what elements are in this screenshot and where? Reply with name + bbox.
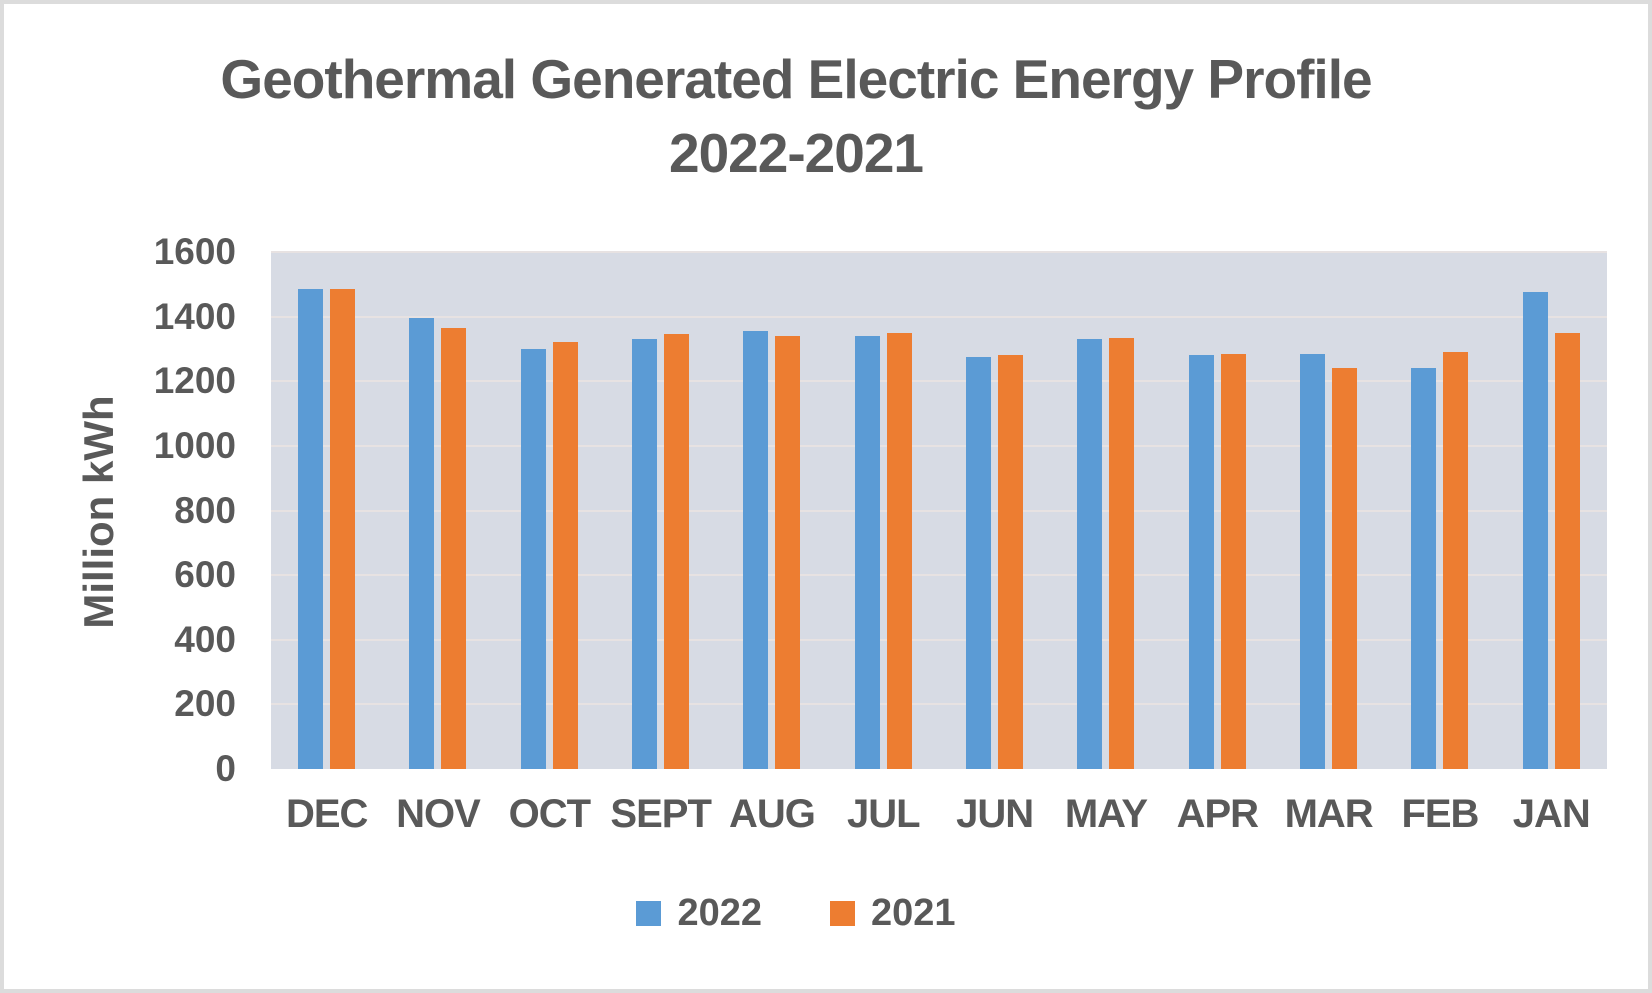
bar-2022-oct xyxy=(520,348,546,769)
gridline xyxy=(271,638,1607,641)
y-tick-label: 600 xyxy=(174,554,236,596)
bar-group-jul xyxy=(828,252,939,769)
bar-2021-nov xyxy=(441,327,467,769)
gridline xyxy=(271,315,1607,318)
bar-2022-apr xyxy=(1188,355,1214,769)
bar-group-jan xyxy=(1496,252,1607,769)
y-tick-label: 1200 xyxy=(153,360,236,402)
bar-group-aug xyxy=(716,252,827,769)
bar-group-mar xyxy=(1273,252,1384,769)
y-tick-label: 800 xyxy=(174,489,236,531)
gridline xyxy=(271,444,1607,447)
bar-2022-feb xyxy=(1411,368,1437,769)
bar-2021-apr xyxy=(1220,353,1246,769)
bar-2022-jan xyxy=(1522,292,1548,769)
x-label-may: MAY xyxy=(1064,792,1148,836)
bar-2021-jul xyxy=(886,332,912,769)
x-label-sept: SEPT xyxy=(610,792,711,836)
legend-item-2022: 2022 xyxy=(636,892,762,935)
bar-2022-mar xyxy=(1300,353,1326,769)
gridline xyxy=(271,251,1607,253)
bar-2022-dec xyxy=(298,289,324,769)
gridline xyxy=(271,509,1607,512)
bar-group-sept xyxy=(605,252,716,769)
legend-label-2021: 2021 xyxy=(871,892,956,934)
legend-swatch-2022 xyxy=(636,901,662,926)
x-label-jan: JAN xyxy=(1512,792,1591,836)
x-label-mar: MAR xyxy=(1284,792,1374,836)
x-label-apr: APR xyxy=(1176,792,1259,836)
y-axis-ticks: 0 200 400 600 800 1000 1200 1400 1600 xyxy=(4,231,236,789)
x-label-dec: DEC xyxy=(285,792,368,836)
bar-2021-may xyxy=(1109,337,1135,769)
bar-2022-aug xyxy=(743,331,769,769)
legend: 2022 2021 xyxy=(4,892,1588,935)
legend-item-2021: 2021 xyxy=(830,892,956,935)
bar-group-apr xyxy=(1162,252,1273,769)
bar-2021-jun xyxy=(998,355,1024,769)
y-tick-label: 1400 xyxy=(153,295,236,337)
y-tick-label: 1000 xyxy=(153,424,236,466)
y-tick-label: 200 xyxy=(174,683,236,725)
bar-2021-oct xyxy=(552,342,578,769)
bar-group-nov xyxy=(382,252,493,769)
bar-group-oct xyxy=(494,252,605,769)
bar-2021-dec xyxy=(330,289,356,769)
x-axis-labels: DEC NOV OCT SEPT AUG JUL JUN MAY APR MAR FEB JAN xyxy=(271,792,1607,837)
bar-2022-nov xyxy=(409,318,435,769)
bar-group-may xyxy=(1050,252,1161,769)
y-tick-label: 1600 xyxy=(153,231,236,272)
bar-group-feb xyxy=(1384,252,1495,769)
legend-swatch-2021 xyxy=(830,901,855,926)
bar-2021-feb xyxy=(1443,352,1469,769)
bar-2022-may xyxy=(1077,339,1103,769)
x-label-jul: JUL xyxy=(847,792,921,836)
chart-title-line2: 2022-2021 xyxy=(668,122,924,184)
x-label-aug: AUG xyxy=(729,792,816,836)
bar-2021-sept xyxy=(664,334,690,769)
bar-groups xyxy=(271,252,1607,769)
bar-2021-jan xyxy=(1554,332,1580,769)
bar-group-jun xyxy=(939,252,1050,769)
x-label-feb: FEB xyxy=(1401,792,1479,836)
bar-2021-aug xyxy=(775,336,801,769)
legend-label-2022: 2022 xyxy=(677,892,762,934)
x-label-nov: NOV xyxy=(396,792,481,836)
gridline xyxy=(271,703,1607,706)
plot-area xyxy=(271,251,1607,769)
x-label-jun: JUN xyxy=(956,792,1034,836)
bar-group-dec xyxy=(271,252,382,769)
bar-2021-mar xyxy=(1332,368,1358,769)
y-tick-label: 400 xyxy=(174,618,236,660)
chart-title: Geothermal Generated Electric Energy Pro… xyxy=(4,42,1588,190)
y-tick-label: 0 xyxy=(215,748,236,789)
chart-title-line1: Geothermal Generated Electric Energy Pro… xyxy=(220,48,1372,110)
x-label-oct: OCT xyxy=(508,792,591,836)
bar-2022-jul xyxy=(854,336,880,769)
gridline xyxy=(271,380,1607,383)
bar-2022-jun xyxy=(966,357,992,769)
gridline xyxy=(271,574,1607,577)
bar-2022-sept xyxy=(632,339,658,769)
